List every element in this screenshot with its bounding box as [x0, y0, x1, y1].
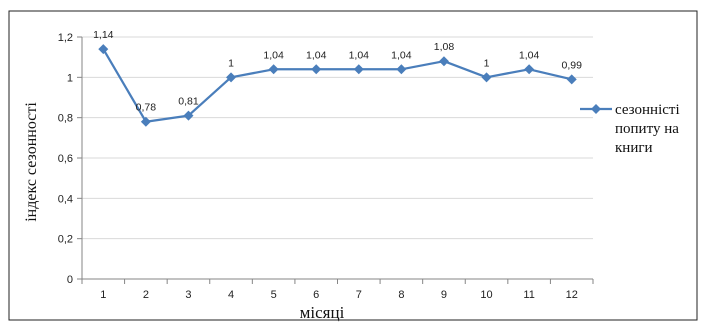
data-label: 1,04: [306, 49, 327, 61]
y-tick-label: 1: [67, 72, 73, 84]
data-point-marker: [566, 74, 577, 85]
x-tick-label: 6: [313, 289, 319, 301]
y-tick-label: 0,8: [58, 113, 73, 125]
x-tick-label: 3: [185, 289, 191, 301]
x-tick-label: 7: [356, 289, 362, 301]
data-point-marker: [396, 64, 407, 75]
x-tick-label: 10: [480, 289, 492, 301]
y-axis-title: індекс сезонності: [23, 102, 40, 222]
y-tick-label: 0,2: [58, 234, 73, 246]
x-tick-label: 11: [523, 289, 534, 301]
legend-marker: [591, 104, 601, 114]
legend-text-line-2: попиту на: [615, 121, 679, 137]
chart-frame: [8, 10, 698, 321]
data-label: 1,04: [391, 49, 412, 61]
data-label: 1,14: [93, 29, 114, 41]
legend: сезонністі попиту на книги: [580, 102, 680, 156]
y-tick-label: 0,6: [58, 153, 73, 165]
y-tick-label: 0,4: [58, 193, 73, 205]
data-point-marker: [140, 116, 151, 127]
data-point-marker: [98, 44, 109, 55]
x-tick-label: 2: [143, 289, 149, 301]
x-tick-label: 5: [271, 289, 277, 301]
x-tick-label: 1: [100, 289, 106, 301]
x-axis-title: місяці: [300, 303, 345, 322]
data-label: 1,04: [263, 49, 284, 61]
data-label: 1: [228, 57, 234, 69]
data-point-marker: [226, 72, 237, 83]
data-labels: 1,14 0,78 0,81 1 1,04 1,04 1,04 1,04 1,08 1 1,04 0,…: [93, 29, 582, 114]
x-axis-ticks: 1 2 3 4 5 6 7 8 9 10 11 12: [81, 279, 594, 301]
data-label: 1,04: [349, 49, 370, 61]
y-tick-label: 1,2: [58, 32, 73, 44]
legend-text-line-1: сезонністі: [615, 102, 680, 118]
legend-text-line-3: книги: [615, 140, 653, 156]
gridlines: [82, 36, 593, 240]
data-label: 1,04: [519, 49, 540, 61]
x-tick-label: 9: [441, 289, 447, 301]
data-point-marker: [268, 64, 279, 75]
data-label: 1: [484, 57, 490, 69]
data-label: 0,78: [136, 102, 157, 114]
data-label: 0,99: [561, 59, 582, 71]
series-line: [102, 48, 572, 123]
data-label: 0,81: [178, 96, 199, 108]
data-label: 1,08: [434, 41, 455, 53]
data-point-marker: [481, 72, 492, 83]
data-point-marker: [524, 64, 535, 75]
data-point-marker: [311, 64, 322, 75]
x-tick-label: 4: [228, 289, 234, 301]
data-point-marker: [438, 56, 449, 67]
data-point-marker: [353, 64, 364, 75]
data-point-marker: [183, 110, 194, 121]
x-tick-label: 12: [566, 289, 578, 301]
series-markers: [98, 44, 577, 127]
y-tick-label: 0: [67, 274, 73, 286]
x-tick-label: 8: [398, 289, 404, 301]
y-axis-ticks: 0 0,2 0,4 0,6 0,8 1 1,2: [58, 32, 82, 286]
